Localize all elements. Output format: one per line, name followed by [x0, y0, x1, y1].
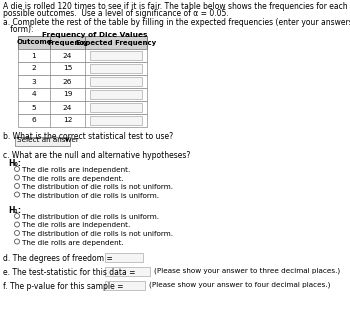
Text: The die rolls are independent.: The die rolls are independent. — [22, 167, 130, 173]
Text: form):: form): — [3, 25, 34, 34]
Circle shape — [14, 192, 20, 197]
Text: ▾: ▾ — [65, 137, 69, 144]
Bar — [105, 266, 150, 275]
Text: The die rolls are independent.: The die rolls are independent. — [22, 222, 130, 228]
Bar — [105, 280, 145, 290]
Text: The distribution of die rolls is not uniform.: The distribution of die rolls is not uni… — [22, 184, 173, 190]
Text: H₀:: H₀: — [8, 159, 21, 168]
Text: The distribution of die rolls is not uniform.: The distribution of die rolls is not uni… — [22, 231, 173, 237]
Text: 24: 24 — [63, 105, 72, 111]
Bar — [90, 116, 142, 125]
Text: Expected Frequency: Expected Frequency — [76, 39, 156, 45]
Text: 6: 6 — [32, 118, 36, 123]
Text: 3: 3 — [32, 78, 36, 84]
Bar — [90, 77, 142, 86]
Text: 12: 12 — [63, 118, 72, 123]
Text: Outcome: Outcome — [16, 39, 52, 45]
Text: e. The test-statistic for this data =: e. The test-statistic for this data = — [3, 268, 135, 277]
Bar — [18, 75, 147, 88]
Text: The die rolls are dependent.: The die rolls are dependent. — [22, 240, 124, 246]
Circle shape — [14, 183, 20, 188]
Bar — [18, 49, 147, 62]
Bar — [18, 101, 147, 114]
Bar — [90, 51, 142, 60]
Circle shape — [14, 175, 20, 180]
Text: 15: 15 — [63, 66, 72, 71]
Text: Select an answer: Select an answer — [17, 137, 79, 143]
Text: 5: 5 — [32, 105, 36, 111]
Text: c. What are the null and alternative hypotheses?: c. What are the null and alternative hyp… — [3, 151, 190, 160]
Text: The distribution of die rolls is uniform.: The distribution of die rolls is uniform… — [22, 214, 159, 220]
Bar — [90, 64, 142, 73]
Text: 2: 2 — [32, 66, 36, 71]
Bar — [105, 253, 143, 261]
Text: A die is rolled 120 times to see if it is fair. The table below shows the freque: A die is rolled 120 times to see if it i… — [3, 2, 350, 11]
Text: Frequency of Dice Values: Frequency of Dice Values — [42, 32, 148, 38]
Circle shape — [14, 230, 20, 235]
Text: The distribution of die rolls is uniform.: The distribution of die rolls is uniform… — [22, 193, 159, 199]
Text: 24: 24 — [63, 53, 72, 59]
Circle shape — [14, 213, 20, 218]
Text: (Please show your answer to three decimal places.): (Please show your answer to three decima… — [154, 268, 340, 274]
Text: b. What is the correct statistical test to use?: b. What is the correct statistical test … — [3, 132, 173, 141]
Bar — [18, 114, 147, 127]
Text: The die rolls are dependent.: The die rolls are dependent. — [22, 175, 124, 181]
Text: d. The degrees of freedom =: d. The degrees of freedom = — [3, 254, 113, 263]
Text: (Please show your answer to four decimal places.): (Please show your answer to four decimal… — [149, 282, 330, 289]
Bar — [18, 62, 147, 75]
Bar — [90, 90, 142, 99]
Circle shape — [14, 222, 20, 227]
Circle shape — [14, 166, 20, 171]
Text: 19: 19 — [63, 91, 72, 98]
Bar — [90, 103, 142, 112]
Text: 4: 4 — [32, 91, 36, 98]
Bar — [18, 88, 147, 101]
Text: f. The p-value for this sample =: f. The p-value for this sample = — [3, 282, 124, 291]
Bar — [15, 137, 70, 146]
Text: H₁:: H₁: — [8, 206, 21, 215]
Text: a. Complete the rest of the table by filling in the expected frequencies (enter : a. Complete the rest of the table by fil… — [3, 18, 350, 27]
Text: possible outcomes.  Use a level of significance of α = 0.05.: possible outcomes. Use a level of signif… — [3, 9, 229, 18]
Text: Frequency: Frequency — [47, 39, 88, 45]
Text: 1: 1 — [32, 53, 36, 59]
Bar — [18, 36, 147, 49]
Text: 26: 26 — [63, 78, 72, 84]
Circle shape — [14, 239, 20, 244]
